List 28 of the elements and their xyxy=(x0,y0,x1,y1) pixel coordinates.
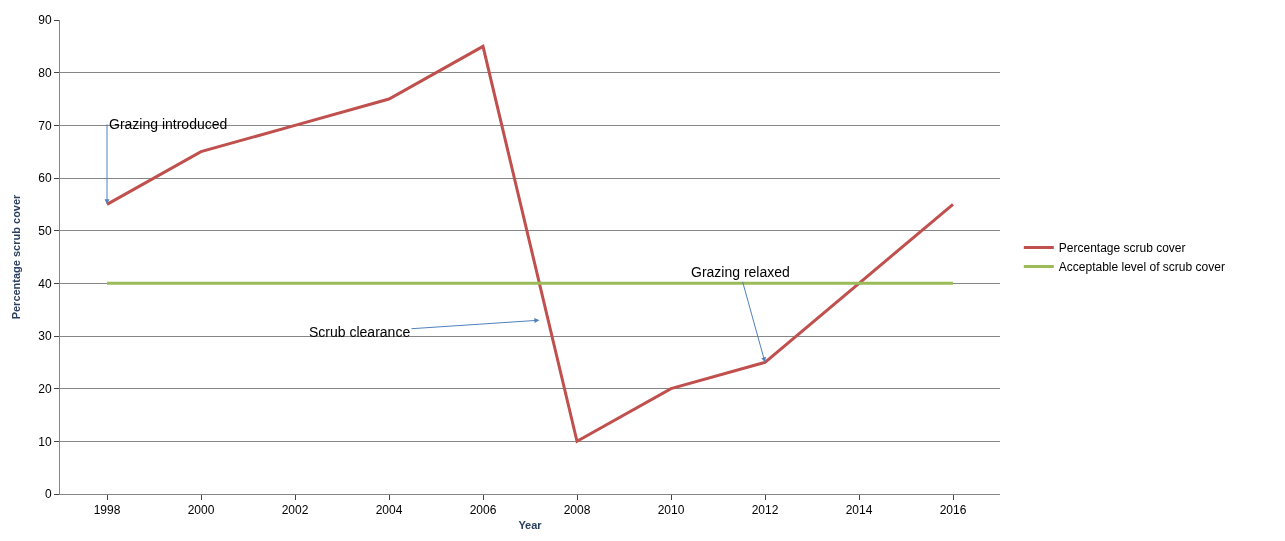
x-tick-label: 2010 xyxy=(657,503,685,518)
line-series xyxy=(105,44,955,443)
y-tick-label: 60 xyxy=(38,171,52,186)
x-tick-label: 2016 xyxy=(939,503,967,518)
x-axis-title: Year xyxy=(518,518,543,531)
legend-label: Acceptable level of scrub cover xyxy=(1058,260,1225,275)
y-tick-label: 80 xyxy=(38,65,52,80)
x-tick-label: 2004 xyxy=(375,503,403,518)
y-tick-label: 30 xyxy=(38,329,52,344)
annotation: Grazing relaxed xyxy=(691,264,790,280)
x-tick-label: 2012 xyxy=(751,503,779,518)
x-tick-label: 2014 xyxy=(845,503,873,518)
x-tick-label: 2000 xyxy=(187,503,215,518)
y-tick-label: 0 xyxy=(44,487,52,502)
annotation: Grazing introduced xyxy=(109,116,228,132)
y-tick-label: 10 xyxy=(38,434,52,449)
x-tick-label: 2002 xyxy=(281,503,309,518)
x-tick-label: 2008 xyxy=(563,503,591,518)
annotation: Scrub clearance xyxy=(309,324,411,340)
y-tick-label: 40 xyxy=(38,276,52,291)
x-tick-label: 1998 xyxy=(93,503,121,518)
y-tick-label: 20 xyxy=(38,381,52,396)
y-tick-label: 90 xyxy=(38,13,52,28)
y-tick-label: 50 xyxy=(38,223,52,238)
x-tick-label: 2006 xyxy=(469,503,497,518)
y-axis-title: Percentage scrub cover xyxy=(9,193,22,320)
y-tick-label: 70 xyxy=(38,118,52,133)
legend-label: Percentage scrub cover xyxy=(1058,241,1186,256)
